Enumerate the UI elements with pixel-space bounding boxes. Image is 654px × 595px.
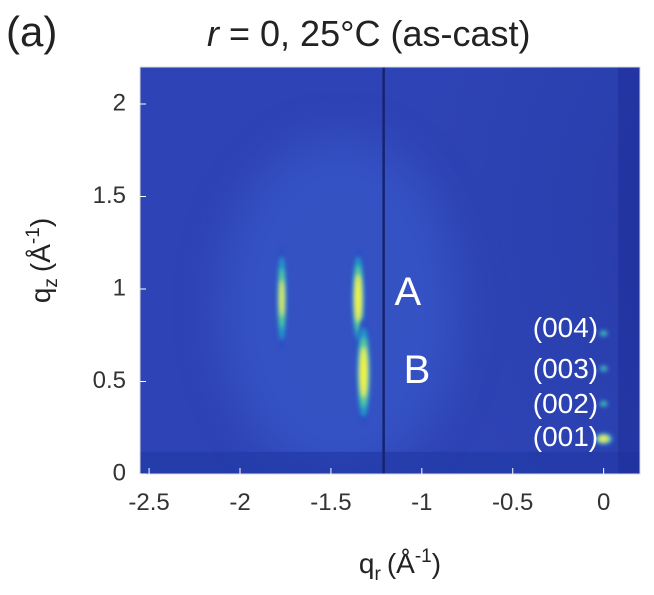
y-axis-label: qz (Å-1): [23, 218, 62, 303]
x-tick-label: -0.5: [492, 489, 533, 516]
x-label-unit: (Å: [387, 548, 415, 579]
x-tick-label: -1: [411, 489, 432, 516]
peak-003-level: [601, 366, 606, 371]
annotation-004: (004): [533, 312, 598, 343]
peak-002-level: [601, 402, 606, 406]
y-axis: 0 0.5 1 1.5 2: [93, 89, 146, 486]
title-rest: = 0, 25°C (as-cast): [219, 13, 531, 54]
y-tick-label: 1.5: [93, 182, 126, 209]
diffuse-background-layer: [140, 67, 640, 474]
x-label-exp: -1: [415, 546, 432, 567]
y-label-exp: -1: [23, 227, 44, 244]
peak-left-level: [279, 280, 284, 317]
annotations-layer: AB (004) (003) (002)(001): [395, 270, 599, 452]
title-r-symbol: r: [207, 13, 221, 54]
peak-003: [598, 364, 609, 373]
beamstop-band: [140, 451, 640, 474]
x-label-close: ): [432, 548, 441, 579]
peak-B: [356, 318, 372, 426]
annotation-A: A: [395, 270, 422, 314]
annotation-001: (001): [533, 421, 598, 452]
panel-label: (a): [6, 8, 57, 55]
x-tick-label: -2.5: [128, 489, 169, 516]
x-axis-label: qr (Å-1): [359, 546, 441, 585]
annotation-B: B: [404, 348, 431, 392]
peak-004: [598, 329, 609, 338]
peak-004-level: [601, 331, 606, 335]
peaks-layer: [276, 244, 614, 446]
annotation-003: (003): [533, 353, 598, 384]
x-tick-label: 0: [597, 489, 610, 516]
y-label-base: q: [25, 288, 56, 304]
peak-left: [276, 244, 288, 352]
y-label-close: ): [25, 218, 56, 227]
diffuse-arc: [329, 67, 640, 474]
x-label-sub: r: [375, 564, 382, 585]
peak-A-level: [356, 283, 361, 314]
annotation-002: (002): [533, 388, 598, 419]
right-edge-shadow: [618, 67, 640, 474]
x-axis: -2.5 -2 -1.5 -1 -0.5 0: [128, 468, 610, 516]
y-tick-label: 0: [113, 459, 126, 486]
y-tick-label: 0.5: [93, 367, 126, 394]
y-tick-label: 2: [113, 89, 126, 116]
x-label-base: q: [359, 548, 375, 579]
y-tick-label: 1: [113, 274, 126, 301]
x-tick-label: -1.5: [310, 489, 351, 516]
heatmap-plot-area: AB (004) (003) (002)(001): [140, 67, 640, 474]
chart-title: r = 0, 25°C (as-cast): [207, 13, 531, 54]
peak-001: [593, 432, 614, 446]
x-tick-label: -2: [229, 489, 250, 516]
peak-001-level: [600, 437, 607, 441]
y-label-sub: z: [41, 278, 62, 288]
plot-frame: [139, 66, 641, 475]
peak-B-level: [361, 356, 366, 388]
peak-002: [598, 399, 609, 408]
y-label-unit: (Å: [25, 244, 56, 272]
